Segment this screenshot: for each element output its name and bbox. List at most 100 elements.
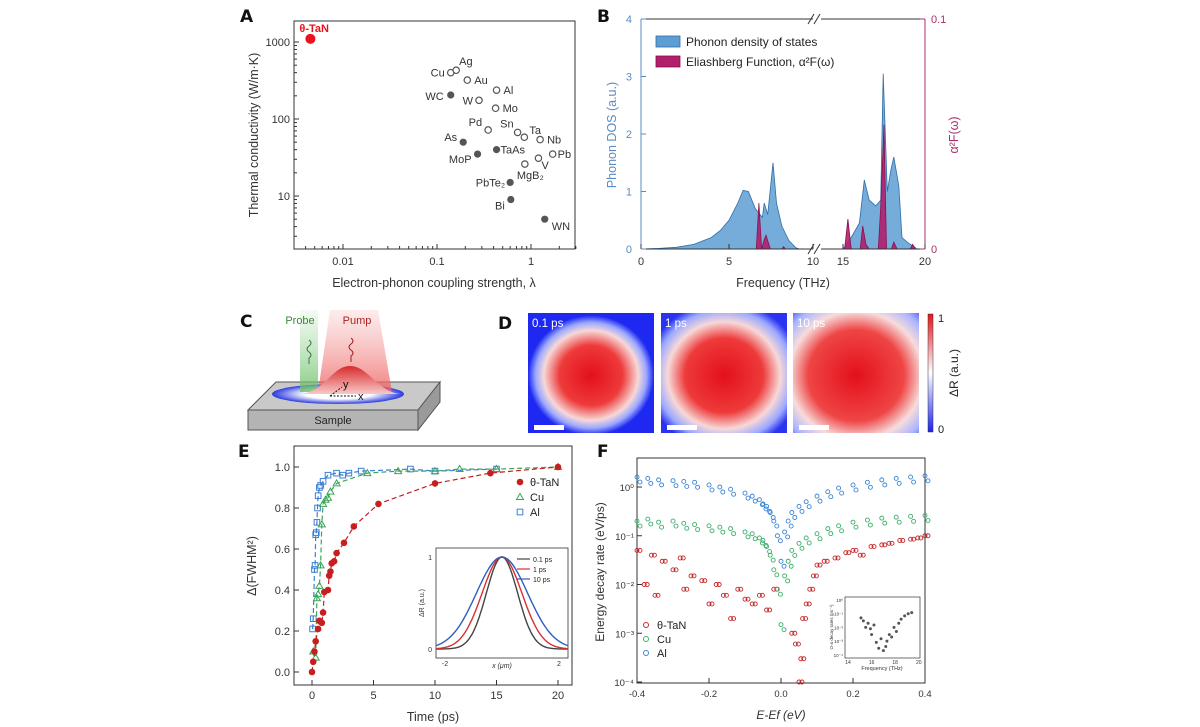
- data-point: [825, 526, 831, 532]
- data-point: [333, 469, 340, 477]
- data-point: [716, 582, 722, 587]
- x-tick-label: 20: [919, 256, 931, 268]
- data-point: [330, 558, 338, 565]
- panel-label: F: [597, 442, 609, 462]
- data-point: [670, 567, 676, 573]
- inset-data-point: [890, 635, 894, 639]
- data-point: [806, 504, 812, 510]
- data-point: [507, 195, 515, 204]
- x-tick-label: 5: [726, 256, 732, 268]
- x-tick-label: 15: [837, 256, 849, 268]
- data-point: [832, 555, 838, 561]
- data-point: [789, 547, 795, 553]
- data-point: [455, 464, 464, 473]
- probe-wave-icon: [306, 339, 312, 364]
- y-tick-label: 0.0: [275, 667, 290, 679]
- data-point: [799, 508, 805, 514]
- data-point: [836, 523, 842, 529]
- data-point: [752, 536, 758, 542]
- x-tick-label: 0.1: [429, 256, 444, 268]
- x-tick-label: 0: [309, 690, 315, 702]
- frame-time-label: 10 ps: [797, 318, 825, 330]
- data-point: [778, 558, 784, 564]
- data-point: [670, 518, 676, 524]
- data-point: [785, 534, 791, 540]
- data-point: [789, 510, 795, 515]
- data-point: [673, 567, 679, 573]
- data-point: [641, 582, 647, 587]
- data-point: [860, 552, 866, 558]
- data-point: [792, 552, 798, 558]
- data-point: [492, 146, 501, 154]
- data-point: [850, 482, 856, 488]
- data-point: [835, 555, 841, 561]
- data-point: [925, 533, 931, 539]
- inset-y-tick-label: 10⁻²: [834, 625, 843, 630]
- data-point: [318, 619, 326, 627]
- data-point: [886, 540, 892, 546]
- data-point: [706, 523, 712, 529]
- x-tick-label: 1: [528, 256, 534, 268]
- data-point: [813, 573, 819, 579]
- inset-y-tick-label: 10⁻³: [834, 639, 843, 644]
- point-label: Mo: [503, 103, 518, 115]
- data-point: [922, 533, 928, 539]
- data-point: [867, 484, 873, 490]
- data-point: [506, 178, 514, 187]
- data-point: [774, 572, 780, 578]
- data-point: [648, 480, 654, 486]
- heatmap-frame: [793, 313, 919, 433]
- inset-data-point: [870, 633, 874, 637]
- panel-label: E: [238, 442, 250, 462]
- data-point: [792, 641, 798, 647]
- point-label: Ta: [529, 125, 542, 137]
- point-label: Sn: [500, 118, 513, 130]
- data-point: [311, 648, 318, 655]
- inset-data-point: [877, 646, 881, 650]
- point-label: W: [463, 95, 474, 107]
- data-point: [648, 552, 654, 558]
- data-point: [756, 535, 762, 541]
- data-point: [637, 479, 643, 485]
- y-right-axis-label: α²F(ω): [947, 116, 961, 153]
- data-point: [796, 540, 802, 546]
- data-point: [771, 518, 777, 524]
- data-point: [799, 545, 805, 551]
- data-point: [752, 601, 758, 607]
- data-point: [340, 539, 348, 547]
- data-point: [644, 582, 650, 587]
- data-point: [879, 477, 885, 483]
- point-label: Cu: [431, 68, 445, 80]
- data-point: [731, 491, 737, 497]
- data-point: [680, 555, 686, 561]
- inset-curve: [436, 556, 568, 647]
- data-point: [742, 596, 748, 602]
- inset-x-tick-label: 14: [845, 660, 851, 666]
- data-point: [799, 679, 805, 685]
- data-point: [659, 558, 665, 564]
- probe-beam: [300, 310, 318, 392]
- legend-marker: [516, 478, 524, 486]
- inset-legend-label: 1 ps: [533, 567, 547, 574]
- inset-y-label: O-a decay rates (ps⁻¹): [829, 604, 834, 649]
- inset-data-point: [897, 621, 901, 625]
- data-point: [810, 573, 816, 579]
- x-tick-label: -0.4: [629, 689, 645, 700]
- data-point: [681, 586, 687, 592]
- data-point: [810, 586, 816, 592]
- data-point: [548, 150, 557, 158]
- data-point: [908, 536, 914, 542]
- scale-bar: [799, 425, 829, 430]
- scale-bar: [667, 425, 697, 430]
- data-point: [843, 550, 849, 556]
- panel-label: A: [240, 7, 254, 27]
- data-point: [803, 616, 809, 622]
- data-point: [738, 586, 744, 592]
- y-tick-label: 1: [626, 187, 632, 199]
- data-point: [339, 471, 347, 479]
- point-label: Pd: [469, 117, 482, 129]
- point-label: Bi: [495, 201, 505, 213]
- inset-y-tick-label: 10⁰: [836, 598, 843, 603]
- y-tick-label: 3: [626, 72, 632, 84]
- data-point: [314, 492, 322, 499]
